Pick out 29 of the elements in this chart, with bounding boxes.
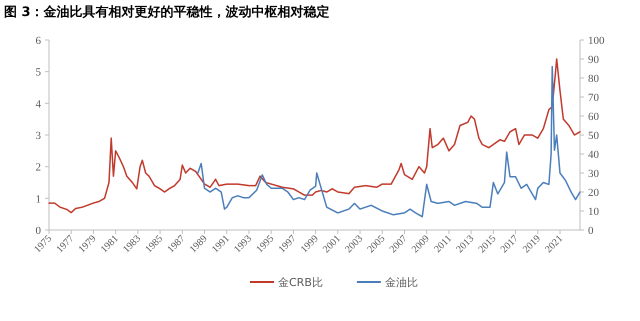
chart-title: 图 3：金油比具有相对更好的平稳性，波动中枢相对稳定 (4, 4, 330, 20)
y2-tick-label: 100 (588, 35, 605, 47)
y-tick-label: 6 (36, 35, 42, 47)
x-tick-label: 1981 (98, 233, 121, 256)
x-tick-label: 1979 (76, 233, 99, 256)
y2-tick-label: 30 (588, 168, 600, 180)
y2-tick-label: 10 (588, 206, 600, 218)
y2-tick-label: 40 (588, 149, 600, 161)
line-series (48, 58, 581, 214)
legend-label: 金油比 (384, 276, 418, 289)
y-tick-label: 5 (36, 66, 42, 79)
y2-tick-label: 60 (588, 111, 600, 123)
y-tick-label: 1 (36, 193, 41, 206)
y2-tick-label: 90 (588, 54, 600, 66)
y2-tick-label: 0 (588, 225, 594, 237)
y-tick-label: 4 (36, 98, 42, 110)
y2-tick-label: 70 (588, 92, 600, 104)
x-tick-label: 1991 (210, 233, 232, 256)
x-tick-label: 2011 (432, 233, 454, 256)
y2-tick-label: 80 (588, 73, 600, 85)
y-tick-label: 0 (36, 225, 42, 237)
y2-tick-label: 50 (588, 130, 600, 142)
x-tick-label: 1999 (298, 233, 321, 256)
y2-tick-label: 20 (588, 187, 600, 199)
y-tick-label: 2 (36, 162, 41, 174)
x-tick-label: 1989 (188, 233, 210, 256)
y-tick-label: 3 (36, 130, 42, 142)
line-series (197, 66, 581, 218)
legend-label: 金CRB比 (278, 276, 323, 289)
